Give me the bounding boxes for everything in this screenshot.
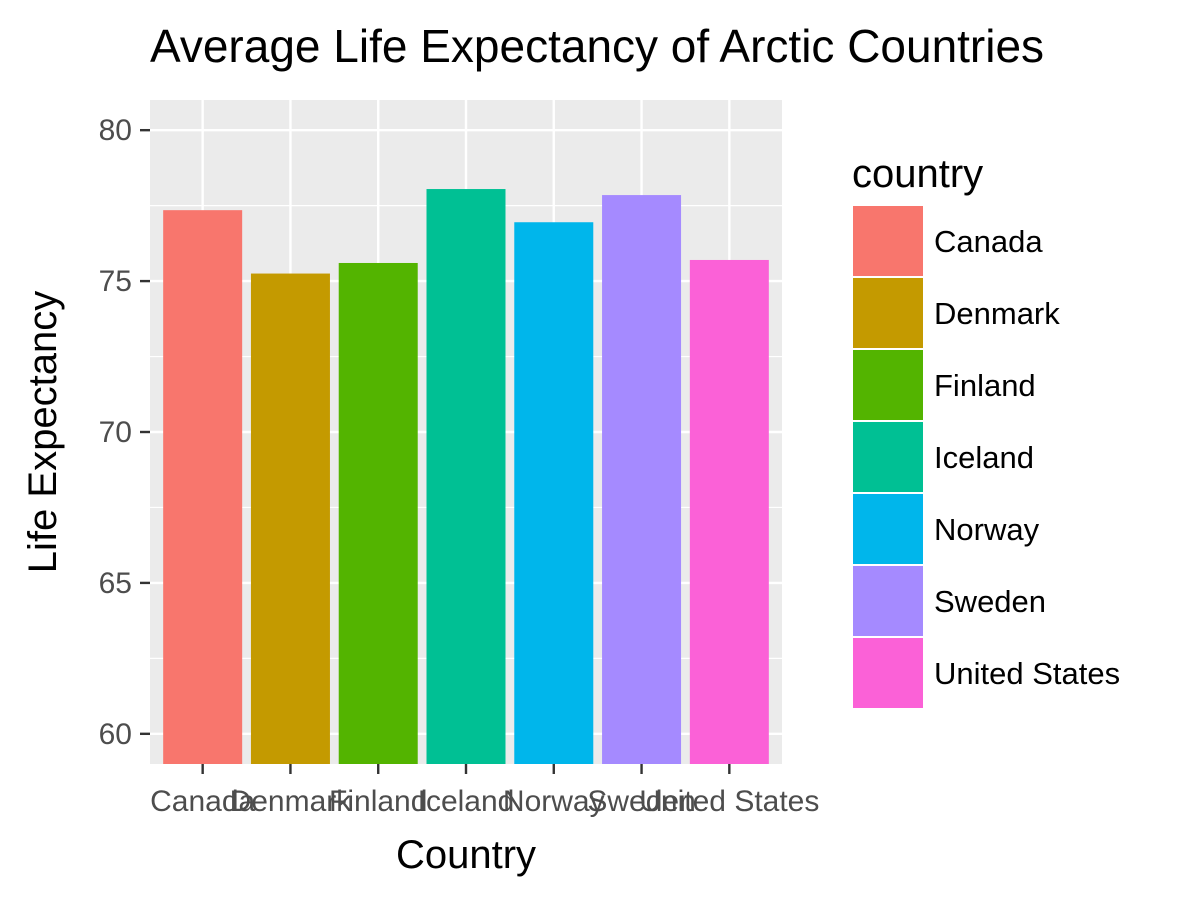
bar-norway <box>514 222 594 765</box>
y-tick-label: 70 <box>99 416 132 449</box>
legend-label: Norway <box>934 512 1040 547</box>
x-axis-title: Country <box>396 833 536 877</box>
y-axis: 60 65 70 75 80 <box>99 114 150 751</box>
y-axis-title: Life Expectancy <box>21 291 65 573</box>
legend: country Canada Denmark Finland Iceland Norwa… <box>851 152 1120 710</box>
bars <box>163 189 769 765</box>
legend-key <box>851 564 925 638</box>
bar-canada <box>163 210 243 764</box>
legend-title: country <box>852 152 983 196</box>
x-tick-label: Canada <box>150 785 255 818</box>
x-tick-label: Sweden <box>587 785 695 818</box>
x-tick-label: Denmark <box>230 785 353 818</box>
y-tick-label: 65 <box>99 567 132 600</box>
legend-key <box>851 204 925 278</box>
legend-key <box>851 492 925 566</box>
x-axis: CanadaDenmarkFinlandIcelandNorwaySwedenU… <box>150 764 819 818</box>
legend-label: United States <box>934 656 1120 691</box>
x-tick-label: United States <box>639 785 819 818</box>
x-tick-label: Iceland <box>418 785 515 818</box>
y-tick-label: 60 <box>99 718 132 751</box>
legend-label: Sweden <box>934 584 1046 619</box>
legend-key <box>851 636 925 710</box>
y-tick-label: 75 <box>99 265 132 298</box>
bar-iceland <box>426 189 506 764</box>
x-tick-label: Norway <box>503 785 605 818</box>
chart-title: Average Life Expectancy of Arctic Countr… <box>150 20 1044 72</box>
legend-key <box>851 276 925 350</box>
y-tick-label: 80 <box>99 114 132 147</box>
legend-label: Canada <box>934 224 1043 259</box>
bar-finland <box>338 262 418 764</box>
bar-united-states <box>689 259 769 764</box>
x-tick-label: Finland <box>329 785 427 818</box>
legend-key <box>851 420 925 494</box>
legend-label: Denmark <box>934 296 1060 331</box>
legend-label: Finland <box>934 368 1036 403</box>
bar-denmark <box>250 273 330 764</box>
bar-sweden <box>602 195 682 764</box>
legend-key <box>851 348 925 422</box>
legend-label: Iceland <box>934 440 1034 475</box>
